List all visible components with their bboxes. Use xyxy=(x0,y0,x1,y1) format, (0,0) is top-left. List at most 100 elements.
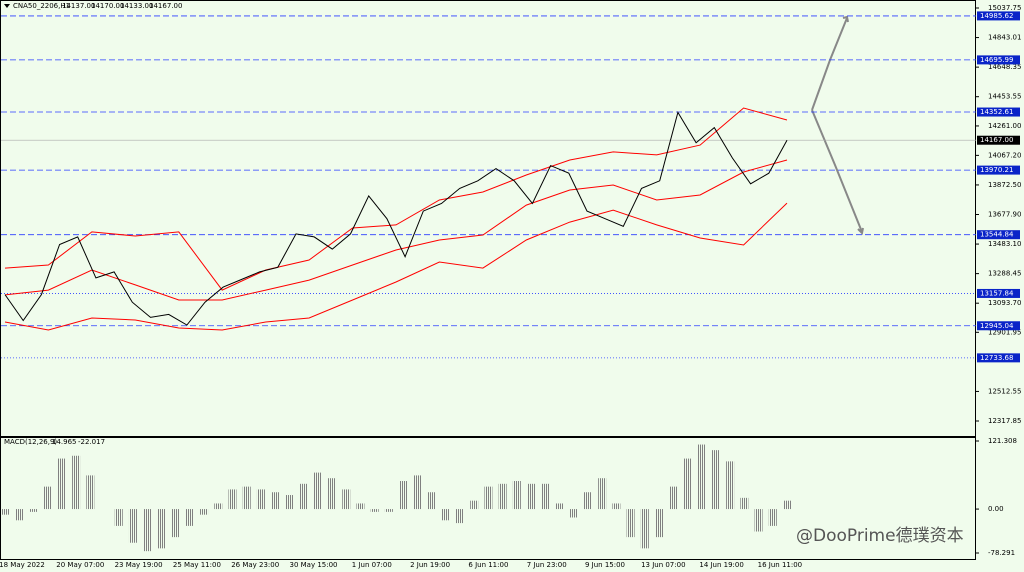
ohlc-value: 14137.00 xyxy=(62,2,95,10)
macd-bar xyxy=(441,509,450,521)
macd-bar xyxy=(128,509,137,543)
macd-bar xyxy=(242,486,251,510)
macd-bar xyxy=(498,483,507,510)
y-tick-label: 13093.70 xyxy=(988,299,1021,307)
macd-bar xyxy=(555,503,564,510)
macd-bar xyxy=(57,458,66,510)
current-price-box xyxy=(977,135,1020,145)
y-tick-label: 14453.55 xyxy=(988,93,1021,101)
band-lower xyxy=(4,202,788,331)
macd-bar xyxy=(143,509,152,552)
macd-bar xyxy=(285,495,294,510)
macd-bar xyxy=(470,500,479,510)
x-tick-label: 7 Jun 23:00 xyxy=(527,561,567,569)
macd-bar xyxy=(527,483,536,510)
macd-bar xyxy=(655,509,664,538)
band-upper xyxy=(4,107,788,291)
x-tick-label: 20 May 07:00 xyxy=(56,561,104,569)
level-box xyxy=(977,11,1020,21)
x-tick-label: 9 Jun 15:00 xyxy=(585,561,625,569)
macd-bar xyxy=(399,481,408,510)
y-tick-label: 14261.00 xyxy=(988,122,1021,130)
x-tick-label: 26 May 23:00 xyxy=(231,561,279,569)
watermark: @DooPrime德璞资本 xyxy=(796,526,964,546)
ohlc-value: 14170.00 xyxy=(91,2,124,10)
macd-bar xyxy=(413,475,422,510)
macd-bar xyxy=(726,461,735,510)
macd-tick-label: 0.00 xyxy=(988,505,1004,513)
macd-bar xyxy=(783,500,791,510)
macd-name: MACD(12,26,9) xyxy=(4,438,57,446)
macd-bar xyxy=(114,509,123,526)
level-label: 14985.62 xyxy=(980,12,1013,20)
y-tick-label: 13872.50 xyxy=(988,181,1021,189)
macd-bar xyxy=(313,472,322,510)
macd-bar xyxy=(86,475,95,510)
macd-bar xyxy=(683,458,692,510)
macd-bar xyxy=(256,489,265,510)
macd-bar xyxy=(72,455,81,510)
y-tick-label: 14843.01 xyxy=(988,34,1021,42)
macd-bar xyxy=(740,497,749,510)
macd-bar xyxy=(569,509,578,518)
macd-bar xyxy=(626,509,635,538)
macd-bar xyxy=(768,509,777,526)
macd-bar xyxy=(541,483,550,510)
level-box xyxy=(977,321,1020,331)
macd-bar xyxy=(200,509,209,515)
ohlc-value: 14167.00 xyxy=(149,2,182,10)
main-pane xyxy=(0,0,976,437)
x-tick-label: 16 Jun 11:00 xyxy=(758,561,802,569)
x-tick-label: 2 Jun 19:00 xyxy=(410,561,450,569)
macd-bar xyxy=(612,503,621,510)
macd-bar xyxy=(228,489,237,510)
x-tick-label: 1 Jun 07:00 xyxy=(352,561,392,569)
macd-bar xyxy=(157,509,166,549)
macd-tick-label: -78.291 xyxy=(988,549,1015,557)
macd-bar xyxy=(598,478,607,510)
macd-bar xyxy=(214,503,223,510)
price-line xyxy=(4,111,788,326)
level-label: 13157.84 xyxy=(980,289,1014,297)
y-tick-label: 12901.95 xyxy=(988,328,1021,336)
macd-bar xyxy=(185,509,194,526)
x-tick-label: 14 Jun 19:00 xyxy=(699,561,743,569)
macd-tick-label: 121.308 xyxy=(988,437,1017,445)
macd-bar xyxy=(370,509,379,512)
macd-bar xyxy=(754,509,763,532)
signal-value: -22.017 xyxy=(78,438,105,446)
y-tick-label: 14648.35 xyxy=(988,63,1021,71)
level-label: 12733.68 xyxy=(980,354,1013,362)
band-middle xyxy=(4,159,788,301)
macd-bar xyxy=(15,509,24,521)
macd-bar xyxy=(583,492,592,510)
macd-bar xyxy=(43,486,52,510)
level-label: 14352.61 xyxy=(980,108,1013,116)
x-tick-label: 18 May 2022 xyxy=(0,561,45,569)
macd-bar xyxy=(328,478,337,510)
level-label: 14695.99 xyxy=(980,56,1013,64)
x-tick-label: 6 Jun 11:00 xyxy=(468,561,508,569)
macd-bar xyxy=(640,509,649,549)
symbol: CNA50_2206,H1 xyxy=(13,2,70,10)
macd-bar xyxy=(697,444,706,510)
macd-bar xyxy=(271,492,280,510)
macd-bar xyxy=(384,509,393,512)
macd-pane xyxy=(0,437,976,560)
y-tick-label: 14067.20 xyxy=(988,151,1021,159)
macd-bar xyxy=(1,509,9,515)
y-tick-label: 12317.85 xyxy=(988,417,1021,425)
macd-bar xyxy=(512,481,521,510)
x-tick-label: 13 Jun 07:00 xyxy=(641,561,685,569)
level-box xyxy=(977,230,1020,240)
macd-bar xyxy=(427,492,436,510)
level-label: 12945.04 xyxy=(980,322,1014,330)
level-box xyxy=(977,353,1020,363)
x-tick-label: 30 May 15:00 xyxy=(289,561,337,569)
macd-bar xyxy=(455,509,464,524)
level-box xyxy=(977,55,1020,65)
x-tick-label: 23 May 19:00 xyxy=(115,561,163,569)
macd-bar xyxy=(356,503,365,510)
level-label: 13970.21 xyxy=(980,166,1013,174)
